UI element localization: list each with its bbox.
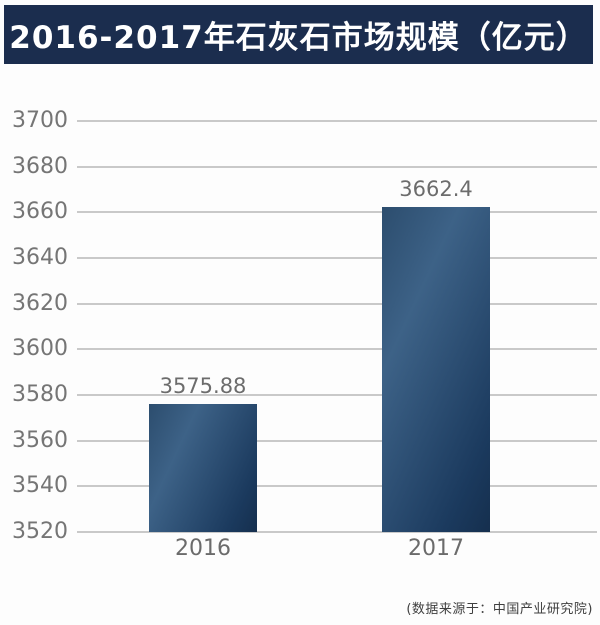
gridline [77, 485, 597, 488]
gridline [77, 439, 597, 442]
y-axis-tick-label: 3700 [12, 108, 68, 133]
gridline [77, 165, 597, 168]
gridline [77, 120, 597, 122]
y-axis-tick-label: 3560 [12, 427, 68, 453]
y-axis-tick-label: 3660 [12, 199, 68, 225]
y-axis-tick-label: 3620 [12, 290, 68, 316]
chart-title: 2016-2017年石灰石市场规模（亿元） [9, 20, 588, 56]
value-label-2016: 3575.88 [159, 374, 247, 399]
gridline [77, 394, 597, 396]
gridline [77, 211, 597, 214]
bar-2016 [149, 404, 257, 532]
x-axis-label-2017: 2017 [408, 536, 464, 561]
y-axis-tick-label: 3680 [12, 153, 68, 179]
y-axis-tick-label: 3640 [12, 245, 68, 270]
bar-2017 [382, 206, 490, 532]
gridline [77, 302, 597, 305]
value-label-2017: 3662.4 [399, 176, 473, 201]
y-axis-tick-label: 3520 [12, 519, 68, 544]
gridline [77, 257, 597, 259]
x-axis-label-2016: 2016 [175, 536, 231, 561]
source-note: (数据来源于：中国产业研究院) [406, 602, 593, 617]
title-banner: 2016-2017年石灰石市场规模（亿元） [4, 5, 593, 64]
y-axis-tick-label: 3580 [12, 382, 68, 407]
y-axis-tick-label: 3600 [12, 336, 68, 362]
gridline [77, 531, 597, 533]
y-axis-tick-label: 3540 [12, 473, 68, 499]
gridline [77, 348, 597, 351]
